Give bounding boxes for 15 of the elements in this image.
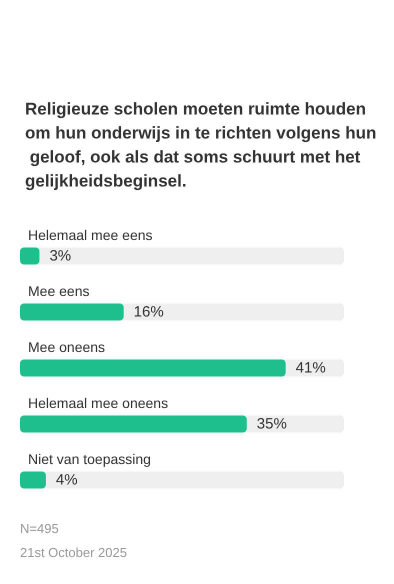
y-tick-label: Mee oneens [28, 339, 106, 355]
data-label: 35% [256, 416, 287, 432]
data-label: 16% [134, 304, 164, 320]
data-label: 4% [56, 472, 78, 488]
y-tick-label: Mee eens [28, 283, 90, 299]
chart-title: Religieuze scholen moeten ruimte houden om hun onderwijs in te richten volgens hun geloof, ook als dat soms schuurt met het gelijkheidsbeginsel. [25, 100, 376, 190]
y-tick-label: Niet van toepassing [28, 451, 151, 467]
text: 21st October 2025 [20, 545, 127, 560]
data-label: 41% [296, 360, 326, 376]
y-tick-label: Helemaal mee eens [28, 227, 153, 243]
bar [20, 472, 46, 488]
data-label: 3% [49, 248, 72, 264]
text: N=495 [20, 521, 59, 536]
y-tick-label: Helemaal mee oneens [28, 395, 168, 411]
bar [20, 248, 40, 264]
